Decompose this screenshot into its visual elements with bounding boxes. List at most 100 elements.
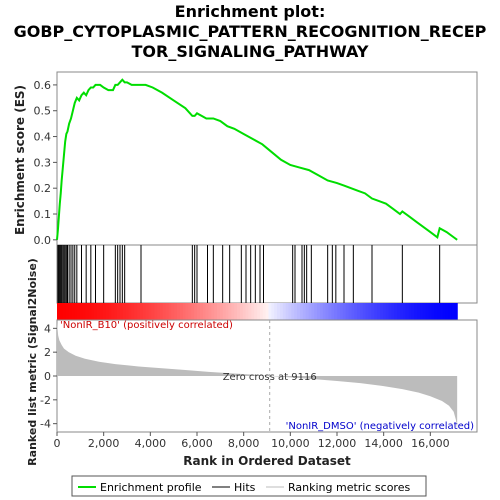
metric-tick-label: 2 [44,346,51,359]
rank-bar-segment [271,303,275,320]
rank-bar-segment [145,303,150,320]
rank-bar-segment [139,303,144,320]
rank-bar-segment [111,303,115,320]
rank-bar-segment [191,303,195,320]
rank-bar-segment [231,303,235,320]
rank-bar-segment [345,303,350,320]
rank-bar-segment [65,303,70,320]
rank-bar-segment [377,303,381,320]
rank-bar-segment [77,303,81,320]
title-line-3: TOR_SIGNALING_PATHWAY [131,42,369,61]
rank-bar-segment [417,303,421,320]
rank-bar-segment [454,303,458,320]
rank-bar-segment [428,303,433,320]
rank-bar-segment [331,303,335,320]
rank-bar-segment [91,303,95,320]
rank-bar-segment [208,303,212,320]
rank-bar-segment [400,303,404,320]
rank-bar-segment [248,303,252,320]
x-tick-label: 12,000 [318,437,357,450]
rank-bar-segment [199,303,204,320]
x-tick-label: 0 [54,437,61,450]
x-tick-label: 6,000 [181,437,213,450]
rank-bar-segment [308,303,312,320]
rank-bar-segment [420,303,424,320]
rank-bar-segment [59,303,64,320]
rank-bar-segment [142,303,147,320]
rank-bar-segment [94,303,98,320]
rank-bar-segment [402,303,407,320]
rank-bar-segment [137,303,141,320]
rank-bar-segment [299,303,304,320]
rank-bar-segment [337,303,341,320]
enrichment-profile-line [56,78,458,241]
rank-bar-segment [105,303,110,320]
rank-bar-segment [179,303,184,320]
es-tick-label: 0.2 [34,182,52,195]
rank-bar-segment [274,303,278,320]
rank-bar-segment [254,303,258,320]
es-tick-label: 0.6 [34,79,52,92]
rank-bar-segment [448,303,453,320]
rank-bar-segment [285,303,290,320]
rank-bar-segment [339,303,344,320]
rank-bar-segment [408,303,413,320]
rank-bar-segment [374,303,378,320]
rank-bar-segment [382,303,387,320]
y-axis-label-es: Enrichment score (ES) [13,85,27,235]
rank-bar-segment [74,303,78,320]
legend-profile-label: Enrichment profile [100,481,202,494]
rank-bar-segment [71,303,75,320]
rank-bar-segment [157,303,161,320]
legend: Enrichment profile Hits Ranking metric s… [71,475,427,497]
es-tick-label: 0.0 [34,234,52,247]
rank-bar-segment [125,303,130,320]
rank-bar-segment [222,303,227,320]
rank-bar-segment [425,303,430,320]
rank-bar-segment [131,303,135,320]
rank-bar-segment [57,303,61,320]
legend-metric-label: Ranking metric scores [288,481,410,494]
positive-correlated-label: 'NonIR_B10' (positively correlated) [60,320,233,331]
rank-bar-segment [119,303,124,320]
x-tick-label: 8,000 [228,437,260,450]
rank-bar-segment [197,303,201,320]
rank-bar-segment [262,303,267,320]
metric-tick-label: 0 [44,370,51,383]
rank-bar-segment [205,303,210,320]
rank-bar-segment [228,303,232,320]
rank-bar-segment [257,303,261,320]
x-tick-label: 14,000 [364,437,403,450]
rank-bar-segment [259,303,264,320]
rank-bar-segment [440,303,444,320]
rank-bar-segment [319,303,324,320]
x-tick-label: 4,000 [135,437,167,450]
rank-bar-segment [117,303,121,320]
rank-bar-segment [431,303,435,320]
rank-bar-segment [279,303,284,320]
rank-bar-segment [288,303,292,320]
rank-bar-segment [291,303,295,320]
rank-bar-segment [214,303,218,320]
es-tick-label: 0.3 [34,156,52,169]
rank-bar-segment [225,303,230,320]
rank-color-bar [57,303,458,320]
rank-bar-segment [265,303,270,320]
rank-bar-segment [391,303,395,320]
rank-bar-segment [394,303,398,320]
rank-bar-segment [245,303,250,320]
es-panel [56,71,478,246]
rank-bar-segment [177,303,181,320]
rank-bar-segment [371,303,375,320]
rank-bar-segment [159,303,164,320]
rank-bar-segment [388,303,393,320]
rank-bar-segment [322,303,327,320]
rank-bar-segment [359,303,364,320]
rank-bar-segment [108,303,112,320]
rank-bar-segment [311,303,315,320]
rank-bar-segment [251,303,255,320]
rank-bar-segment [445,303,450,320]
rank-bar-segment [411,303,415,320]
rank-bar-segment [128,303,132,320]
rank-bar-segment [237,303,241,320]
